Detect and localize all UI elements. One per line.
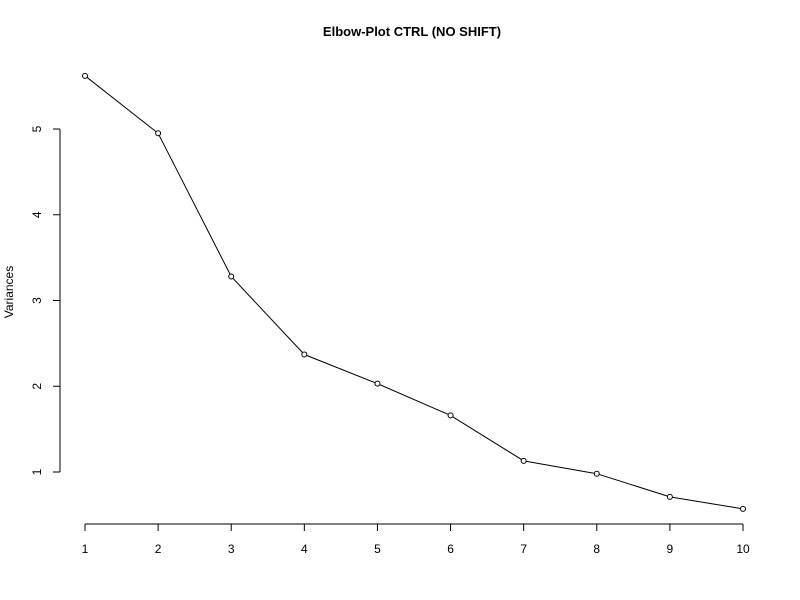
points-layer xyxy=(82,72,746,512)
x-tick-label: 8 xyxy=(593,542,600,556)
data-point-marker xyxy=(666,493,673,500)
data-point-marker xyxy=(155,130,162,137)
x-tick-label: 5 xyxy=(374,542,381,556)
series-layer xyxy=(84,75,744,510)
y-tick-label: 2 xyxy=(30,383,44,390)
x-tick-label: 3 xyxy=(228,542,235,556)
axes-layer: 1 2 3 4 5 6 7 8 9 10 1 2 3 4 5 xyxy=(30,125,750,556)
x-tick-label: 7 xyxy=(520,542,527,556)
data-point-marker xyxy=(593,470,600,477)
data-point-marker xyxy=(740,505,746,512)
y-tick-label: 5 xyxy=(30,125,44,132)
x-tick-label: 2 xyxy=(155,542,162,556)
series-line xyxy=(84,75,744,510)
data-point-marker xyxy=(228,273,235,280)
x-tick-label: 10 xyxy=(736,542,750,556)
data-point-marker xyxy=(374,380,381,387)
y-tick-label: 3 xyxy=(30,297,44,304)
x-tick-label: 4 xyxy=(301,542,308,556)
x-tick-label: 6 xyxy=(447,542,454,556)
x-tick-label: 9 xyxy=(667,542,674,556)
data-point-marker xyxy=(301,351,308,358)
x-tick-label: 1 xyxy=(82,542,89,556)
y-tick-label: 1 xyxy=(30,468,44,475)
y-axis-label: Variances xyxy=(2,266,16,318)
data-point-marker xyxy=(520,457,527,464)
data-point-marker xyxy=(82,72,88,79)
data-point-marker xyxy=(447,412,454,419)
chart-title: Elbow-Plot CTRL (NO SHIFT) xyxy=(323,24,501,39)
y-tick-label: 4 xyxy=(30,211,44,218)
